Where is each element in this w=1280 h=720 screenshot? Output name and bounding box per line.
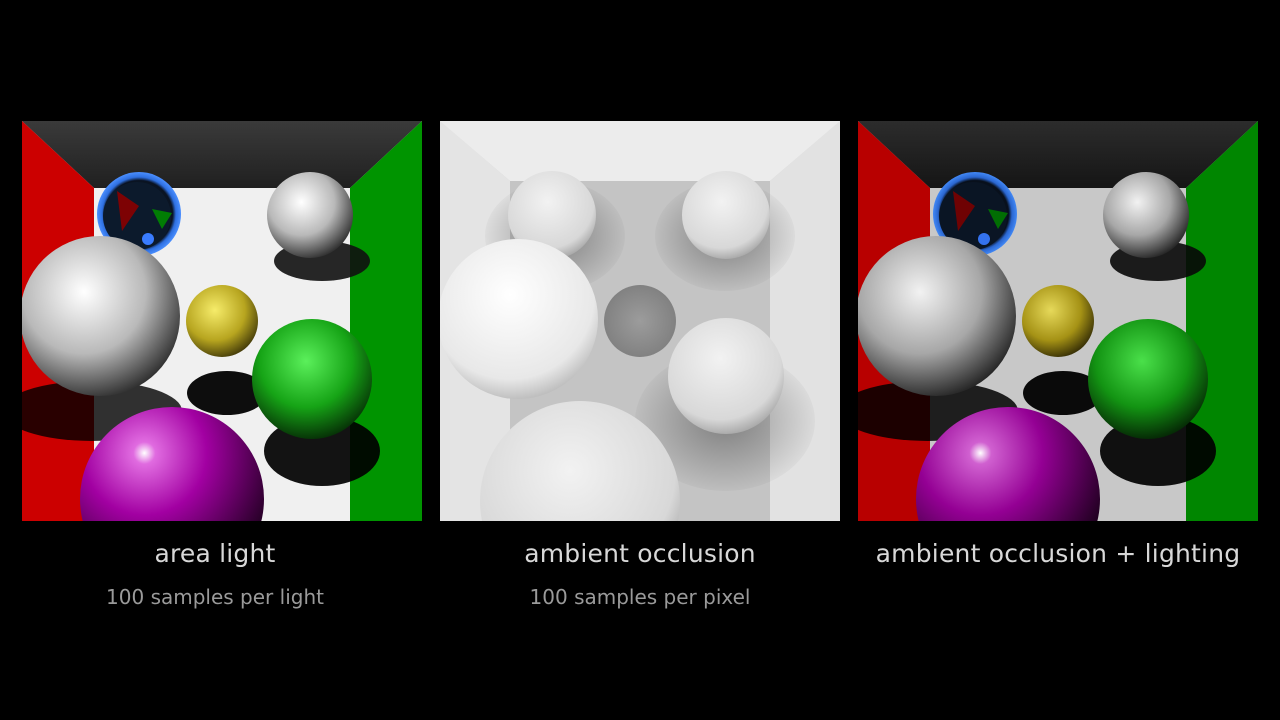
area-light-subtitle: 100 samples per light bbox=[106, 585, 324, 609]
ao-lighting-scene bbox=[858, 121, 1258, 521]
ambient-occlusion-render bbox=[440, 121, 840, 521]
ao-lighting-render bbox=[858, 121, 1258, 521]
area-light-render bbox=[22, 121, 422, 521]
ambient-occlusion-scene bbox=[440, 121, 840, 521]
ambient-occlusion-subtitle: 100 samples per pixel bbox=[529, 585, 751, 609]
area-light-scene bbox=[22, 121, 422, 521]
area-light-title: area light bbox=[154, 539, 276, 568]
ao-lighting-title: ambient occlusion + lighting bbox=[875, 539, 1241, 568]
ambient-occlusion-title: ambient occlusion bbox=[524, 539, 756, 568]
